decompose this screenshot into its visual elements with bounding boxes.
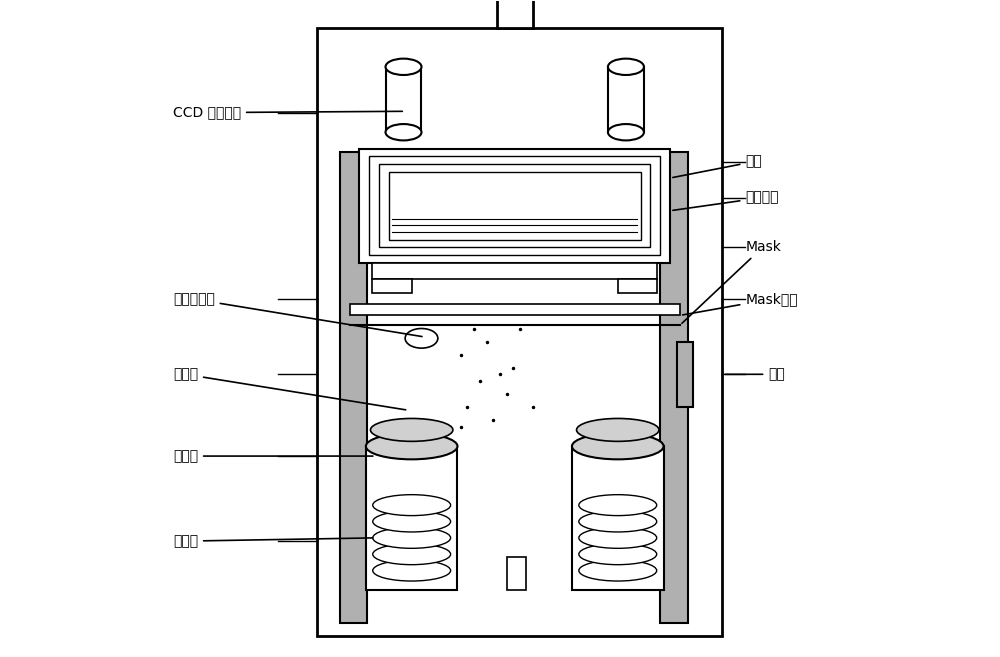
Ellipse shape [579, 544, 657, 564]
Ellipse shape [373, 544, 451, 564]
Ellipse shape [579, 528, 657, 549]
Text: 蒸发源: 蒸发源 [173, 449, 373, 463]
Ellipse shape [579, 560, 657, 581]
Polygon shape [660, 152, 688, 623]
Ellipse shape [608, 124, 644, 141]
Polygon shape [507, 558, 526, 590]
Polygon shape [317, 28, 722, 636]
Polygon shape [372, 279, 412, 292]
Ellipse shape [370, 419, 453, 442]
Polygon shape [572, 446, 664, 590]
Ellipse shape [366, 433, 457, 459]
Ellipse shape [373, 495, 451, 516]
Polygon shape [389, 172, 641, 240]
Text: 加热器: 加热器 [173, 534, 373, 548]
Ellipse shape [577, 419, 659, 442]
Text: Mask: Mask [682, 240, 781, 323]
Polygon shape [350, 304, 680, 315]
Ellipse shape [386, 58, 421, 75]
Text: 晶振传感器: 晶振传感器 [173, 292, 422, 336]
Text: 磁板: 磁板 [673, 154, 762, 177]
Ellipse shape [608, 58, 644, 75]
Ellipse shape [405, 328, 438, 348]
Text: CCD 对位装置: CCD 对位装置 [173, 106, 402, 120]
Ellipse shape [572, 433, 664, 459]
Polygon shape [386, 67, 421, 132]
Ellipse shape [373, 511, 451, 532]
Polygon shape [369, 156, 660, 255]
Text: 玻璃基板: 玻璃基板 [673, 191, 779, 210]
Polygon shape [497, 0, 533, 28]
Polygon shape [340, 152, 367, 623]
Ellipse shape [386, 124, 421, 141]
Polygon shape [366, 446, 457, 590]
Ellipse shape [579, 495, 657, 516]
Polygon shape [677, 342, 693, 407]
Polygon shape [608, 67, 644, 132]
Ellipse shape [373, 528, 451, 549]
Polygon shape [372, 263, 657, 279]
Text: 挡板: 挡板 [725, 367, 785, 381]
Text: 源挡板: 源挡板 [173, 367, 406, 410]
Polygon shape [359, 148, 670, 263]
Ellipse shape [579, 511, 657, 532]
Polygon shape [618, 279, 657, 292]
Polygon shape [379, 164, 650, 248]
Text: Mask支架: Mask支架 [683, 292, 798, 315]
Ellipse shape [373, 560, 451, 581]
